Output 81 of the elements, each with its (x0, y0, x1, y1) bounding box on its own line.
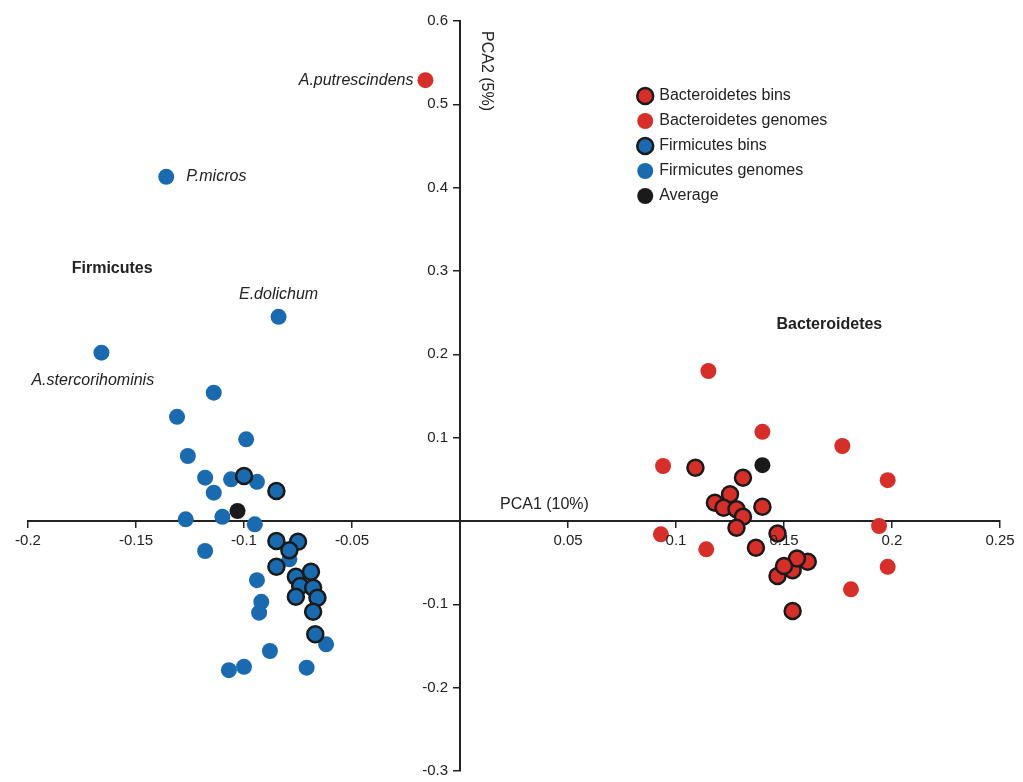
point (754, 457, 771, 474)
point (753, 497, 772, 517)
legend-label: Average (659, 186, 719, 204)
point (655, 458, 672, 474)
point (774, 556, 794, 576)
point (234, 466, 254, 486)
legend-label: Firmicutes bins (659, 136, 767, 154)
point (197, 469, 214, 486)
x-tick-label: 0.25 (985, 530, 1015, 548)
legend-label: Bacteroidetes bins (659, 86, 791, 104)
point (261, 643, 278, 659)
y-tick-label: 0.5 (427, 94, 448, 112)
annotation: E.dolichum (238, 285, 319, 303)
point (205, 384, 222, 401)
y-tick-label: -0.1 (422, 594, 448, 612)
point (306, 625, 325, 644)
annotation: Bacteroidetes (776, 315, 883, 333)
y-tick-label: -0.2 (422, 677, 448, 695)
point (787, 549, 807, 568)
point (286, 587, 306, 607)
point (879, 558, 896, 575)
annotation: A.putrescindens (297, 70, 414, 88)
point (267, 557, 286, 577)
point (783, 601, 802, 621)
point (303, 602, 323, 622)
point (842, 581, 859, 598)
legend-label: Firmicutes genomes (659, 161, 804, 179)
point (205, 484, 222, 501)
point (177, 511, 194, 528)
point (236, 658, 252, 675)
y-axis-title: PCA2 (5%) (478, 31, 496, 112)
point (733, 468, 753, 487)
y-tick-label: 0.6 (427, 11, 448, 29)
x-tick-label: -0.05 (334, 530, 370, 548)
point (93, 344, 110, 361)
point (280, 540, 299, 560)
point (214, 508, 231, 525)
point (270, 308, 287, 325)
point (246, 516, 263, 533)
x-tick-label: 0.05 (553, 530, 583, 548)
point (248, 473, 265, 490)
y-tick-label: 0.4 (427, 177, 448, 195)
point (308, 588, 327, 607)
point (197, 543, 214, 559)
point (727, 518, 746, 537)
point (834, 438, 851, 454)
point (298, 659, 315, 676)
point (267, 531, 286, 551)
point (238, 431, 255, 448)
annotation: A.stercorihominis (30, 371, 155, 389)
point (267, 481, 286, 501)
x-tick-label: 0.1 (665, 530, 687, 548)
point (229, 503, 246, 519)
x-tick-label: 0.2 (881, 530, 903, 548)
point (879, 472, 896, 489)
y-tick-label: 0.2 (427, 344, 448, 362)
x-tick-label: -0.2 (15, 530, 41, 548)
point (251, 604, 268, 621)
x-tick-label: -0.1 (231, 530, 257, 548)
point (220, 662, 237, 679)
point (700, 363, 717, 379)
x-tick-label: 0.15 (769, 530, 799, 548)
point (871, 518, 888, 534)
point (158, 168, 175, 185)
legend-label: Bacteroidetes genomes (659, 111, 828, 129)
y-tick-label: 0.1 (427, 427, 448, 445)
y-tick-label: 0.3 (427, 261, 448, 279)
point (417, 72, 434, 89)
point (318, 636, 335, 653)
point (698, 541, 715, 558)
point (746, 538, 766, 557)
point (179, 448, 196, 464)
point (754, 423, 771, 440)
point (686, 458, 705, 477)
annotation: P.micros (186, 167, 247, 185)
point (169, 408, 186, 425)
y-tick-label: -0.3 (422, 761, 448, 779)
x-axis-title: PCA1 (10%) (500, 495, 589, 513)
point (248, 572, 265, 589)
annotation: Firmicutes (71, 258, 153, 276)
x-tick-label: -0.15 (118, 530, 154, 548)
